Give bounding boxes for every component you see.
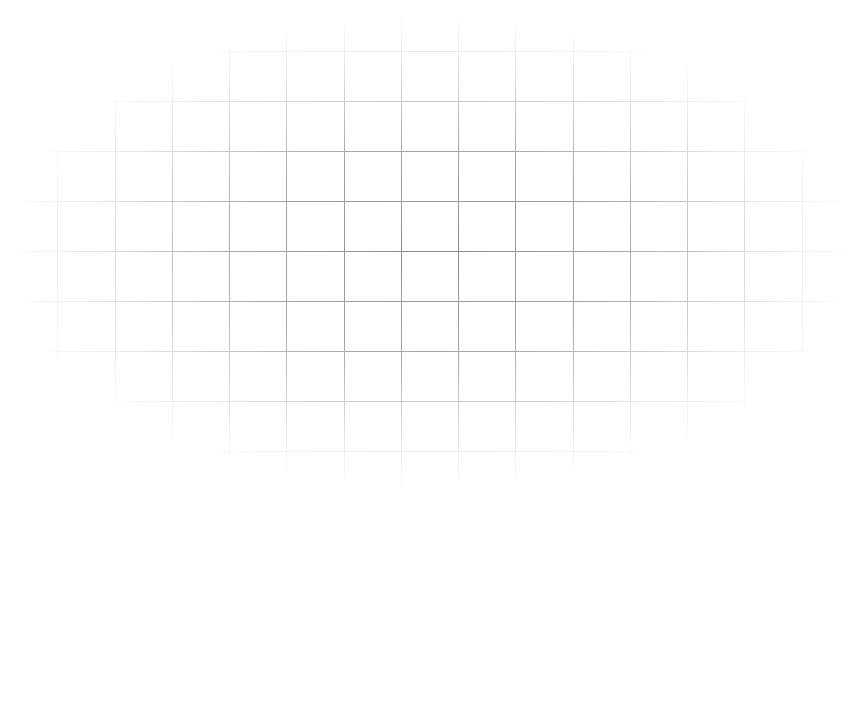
background-grid bbox=[0, 0, 859, 709]
